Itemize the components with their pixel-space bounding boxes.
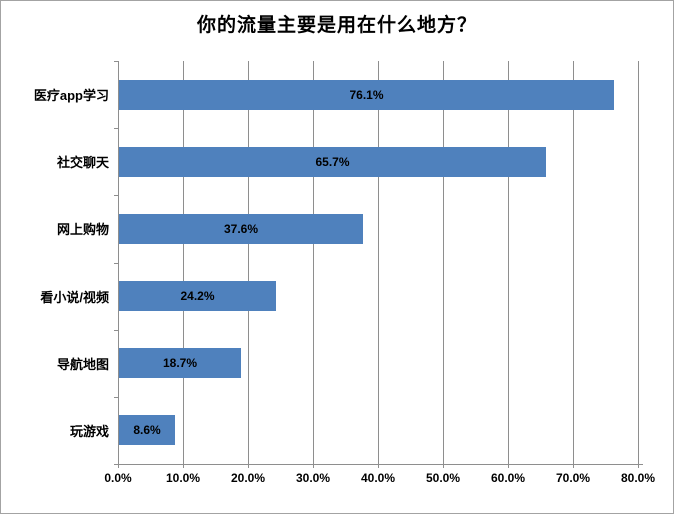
category-label: 医疗app学习	[33, 88, 109, 103]
x-axis-tick	[443, 464, 444, 468]
x-axis-tick	[248, 464, 249, 468]
bar: 76.1%	[119, 80, 614, 110]
x-tick-label: 80.0%	[620, 471, 656, 485]
x-tick-label: 50.0%	[425, 471, 461, 485]
x-axis-tick	[378, 464, 379, 468]
y-axis-tick	[114, 61, 118, 62]
bar: 37.6%	[119, 214, 363, 244]
x-tick-label: 30.0%	[295, 471, 331, 485]
bar: 24.2%	[119, 281, 276, 311]
x-axis-tick	[313, 464, 314, 468]
bar-value-label: 8.6%	[133, 423, 161, 437]
gridline	[183, 61, 184, 464]
category-axis-labels: 医疗app学习社交聊天网上购物看小说/视频导航地图玩游戏	[1, 61, 109, 464]
x-tick-label: 60.0%	[490, 471, 526, 485]
gridline	[638, 61, 639, 464]
x-axis-tick	[638, 464, 639, 468]
x-axis-tick	[508, 464, 509, 468]
y-axis-tick	[114, 195, 118, 196]
gridline	[508, 61, 509, 464]
category-label: 社交聊天	[56, 155, 109, 170]
bar-value-label: 24.2%	[180, 289, 215, 303]
gridline	[378, 61, 379, 464]
x-tick-label: 0.0%	[104, 471, 132, 485]
gridline	[443, 61, 444, 464]
bar-value-label: 65.7%	[315, 155, 350, 169]
bar-value-label: 76.1%	[349, 88, 384, 102]
x-axis-tick	[573, 464, 574, 468]
category-label: 玩游戏	[69, 424, 109, 439]
y-axis-tick	[114, 464, 118, 465]
y-axis-line	[118, 61, 119, 464]
gridline	[313, 61, 314, 464]
gridline	[248, 61, 249, 464]
x-tick-label: 40.0%	[360, 471, 396, 485]
category-label: 导航地图	[56, 357, 109, 372]
category-label: 网上购物	[56, 222, 109, 237]
bar: 65.7%	[119, 147, 546, 177]
bar: 8.6%	[119, 415, 175, 445]
x-tick-label: 10.0%	[165, 471, 201, 485]
bar-value-label: 37.6%	[223, 222, 259, 236]
x-tick-label: 70.0%	[555, 471, 591, 485]
x-axis-line	[118, 464, 644, 465]
x-axis-tick	[183, 464, 184, 468]
y-axis-tick	[114, 128, 118, 129]
y-axis-tick	[114, 397, 118, 398]
x-tick-label: 20.0%	[230, 471, 266, 485]
y-axis-tick	[114, 263, 118, 264]
x-axis-tick	[118, 464, 119, 468]
bar-value-label: 18.7%	[162, 356, 198, 370]
bar: 18.7%	[119, 348, 241, 378]
y-axis-tick	[114, 330, 118, 331]
category-label: 看小说/视频	[40, 290, 109, 305]
gridline	[573, 61, 574, 464]
chart-title: 你的流量主要是用在什么地方？	[196, 15, 477, 36]
plot-area: 0.0% 10.0% 20.0% 30.0% 40.0% 50.0% 60.0% 70.0% 8…	[104, 61, 655, 485]
